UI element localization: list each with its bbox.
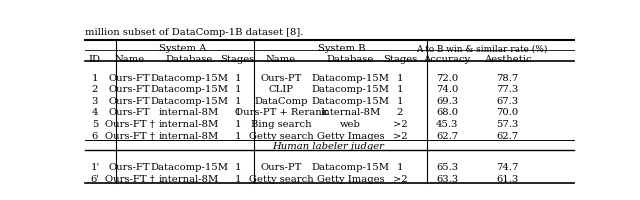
Text: 1: 1 xyxy=(234,119,241,128)
Text: 1: 1 xyxy=(234,73,241,82)
Text: 62.7: 62.7 xyxy=(436,131,458,140)
Text: Database: Database xyxy=(165,55,213,64)
Text: Datacomp-15M: Datacomp-15M xyxy=(311,73,389,82)
Text: >2: >2 xyxy=(392,119,407,128)
Text: 2: 2 xyxy=(92,85,98,94)
Text: Name: Name xyxy=(266,55,296,64)
Text: internal-8M: internal-8M xyxy=(159,131,220,140)
Text: Ours-FT: Ours-FT xyxy=(109,162,150,171)
Text: 1: 1 xyxy=(92,73,98,82)
Text: >2: >2 xyxy=(392,174,407,183)
Text: 1: 1 xyxy=(397,85,403,94)
Text: Getty search: Getty search xyxy=(248,131,313,140)
Text: 65.3: 65.3 xyxy=(436,162,458,171)
Text: 2: 2 xyxy=(397,108,403,117)
Text: 63.3: 63.3 xyxy=(436,174,458,183)
Text: 78.7: 78.7 xyxy=(497,73,518,82)
Text: 1: 1 xyxy=(397,73,403,82)
Text: 45.3: 45.3 xyxy=(436,119,458,128)
Text: 1': 1' xyxy=(90,162,99,171)
Text: A to B win & similar rate (%): A to B win & similar rate (%) xyxy=(416,44,547,53)
Text: Stages: Stages xyxy=(221,55,255,64)
Text: Datacomp-15M: Datacomp-15M xyxy=(311,162,389,171)
Text: 1: 1 xyxy=(397,162,403,171)
Text: 1: 1 xyxy=(234,96,241,105)
Text: 1: 1 xyxy=(234,131,241,140)
Text: Ours-FT †: Ours-FT † xyxy=(105,174,154,183)
Text: Ours-FT: Ours-FT xyxy=(109,96,150,105)
Text: Stages: Stages xyxy=(383,55,417,64)
Text: Datacomp-15M: Datacomp-15M xyxy=(311,96,389,105)
Text: 72.0: 72.0 xyxy=(436,73,458,82)
Text: Datacomp-15M: Datacomp-15M xyxy=(311,85,389,94)
Text: Ours-FT: Ours-FT xyxy=(109,73,150,82)
Text: Accuracy: Accuracy xyxy=(424,55,470,64)
Text: Ours-PT: Ours-PT xyxy=(260,73,301,82)
Text: Datacomp-15M: Datacomp-15M xyxy=(150,96,228,105)
Text: Ours-FT †: Ours-FT † xyxy=(105,131,154,140)
Text: Ours-FT †: Ours-FT † xyxy=(105,119,154,128)
Text: 4: 4 xyxy=(92,108,98,117)
Text: Name: Name xyxy=(115,55,145,64)
Text: 1: 1 xyxy=(234,174,241,183)
Text: ID: ID xyxy=(89,55,101,64)
Text: internal-8M: internal-8M xyxy=(159,119,220,128)
Text: Ours-FT: Ours-FT xyxy=(109,108,150,117)
Text: internal-8M: internal-8M xyxy=(159,108,220,117)
Text: 70.0: 70.0 xyxy=(497,108,518,117)
Text: Human labeler judger: Human labeler judger xyxy=(272,141,384,150)
Text: 5: 5 xyxy=(92,119,98,128)
Text: 67.3: 67.3 xyxy=(497,96,518,105)
Text: System B: System B xyxy=(317,44,365,53)
Text: 1: 1 xyxy=(234,85,241,94)
Text: CLIP: CLIP xyxy=(268,85,293,94)
Text: >2: >2 xyxy=(392,131,407,140)
Text: Bing search: Bing search xyxy=(251,119,311,128)
Text: 1: 1 xyxy=(234,162,241,171)
Text: 77.3: 77.3 xyxy=(497,85,518,94)
Text: DataComp: DataComp xyxy=(254,96,308,105)
Text: 1: 1 xyxy=(234,108,241,117)
Text: Datacomp-15M: Datacomp-15M xyxy=(150,162,228,171)
Text: 68.0: 68.0 xyxy=(436,108,458,117)
Text: 57.3: 57.3 xyxy=(497,119,518,128)
Text: 69.3: 69.3 xyxy=(436,96,458,105)
Text: Getty search: Getty search xyxy=(248,174,313,183)
Text: Aesthetic: Aesthetic xyxy=(484,55,531,64)
Text: internal-8M: internal-8M xyxy=(159,174,220,183)
Text: 61.3: 61.3 xyxy=(497,174,518,183)
Text: 6: 6 xyxy=(92,131,98,140)
Text: web: web xyxy=(340,119,361,128)
Text: 62.7: 62.7 xyxy=(497,131,518,140)
Text: million subset of DataComp-1B dataset [8].: million subset of DataComp-1B dataset [8… xyxy=(85,28,303,37)
Text: Database: Database xyxy=(326,55,374,64)
Text: System A: System A xyxy=(159,44,207,53)
Text: 74.7: 74.7 xyxy=(497,162,519,171)
Text: 3: 3 xyxy=(92,96,98,105)
Text: Datacomp-15M: Datacomp-15M xyxy=(150,85,228,94)
Text: Ours-PT + Rerank: Ours-PT + Rerank xyxy=(234,108,327,117)
Text: Getty Images: Getty Images xyxy=(317,131,384,140)
Text: Ours-PT: Ours-PT xyxy=(260,162,301,171)
Text: internal-8M: internal-8M xyxy=(320,108,380,117)
Text: Getty Images: Getty Images xyxy=(317,174,384,183)
Text: Datacomp-15M: Datacomp-15M xyxy=(150,73,228,82)
Text: 74.0: 74.0 xyxy=(436,85,458,94)
Text: 6': 6' xyxy=(90,174,99,183)
Text: 1: 1 xyxy=(397,96,403,105)
Text: Ours-FT: Ours-FT xyxy=(109,85,150,94)
